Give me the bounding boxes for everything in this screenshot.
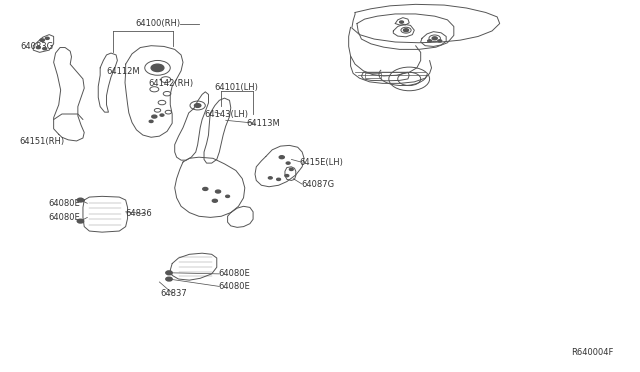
Text: 64112M: 64112M (106, 67, 140, 76)
Text: 64080E: 64080E (218, 269, 250, 278)
Text: 64080E: 64080E (218, 282, 250, 291)
Circle shape (77, 198, 84, 202)
Bar (78, 220, 83, 222)
Text: 64101(LH): 64101(LH) (215, 83, 259, 92)
Circle shape (166, 277, 172, 281)
Circle shape (149, 120, 153, 122)
Circle shape (152, 115, 157, 118)
Text: 64080E: 64080E (48, 213, 79, 222)
Text: 64836: 64836 (125, 209, 152, 218)
Circle shape (77, 219, 84, 223)
Text: R640004F: R640004F (571, 348, 613, 357)
Circle shape (43, 48, 47, 50)
Circle shape (226, 195, 230, 198)
Text: 64837: 64837 (161, 289, 188, 298)
Circle shape (166, 271, 172, 275)
Circle shape (432, 37, 437, 40)
Bar (167, 272, 172, 274)
Circle shape (40, 39, 44, 41)
Circle shape (212, 199, 218, 202)
Circle shape (399, 21, 403, 23)
Circle shape (428, 40, 431, 42)
Circle shape (279, 156, 284, 159)
Text: 64143(LH): 64143(LH) (204, 109, 248, 119)
Circle shape (438, 40, 442, 42)
Circle shape (45, 37, 49, 39)
Circle shape (286, 162, 290, 164)
Circle shape (160, 114, 164, 116)
Text: 64080E: 64080E (48, 199, 79, 208)
Circle shape (289, 168, 293, 170)
Circle shape (403, 29, 408, 32)
Circle shape (276, 178, 280, 180)
Text: 64083G: 64083G (20, 42, 54, 51)
Text: 64142(RH): 64142(RH) (148, 79, 193, 88)
Text: 64100(RH): 64100(RH) (135, 19, 180, 28)
Circle shape (36, 46, 40, 49)
Text: 6415E(LH): 6415E(LH) (300, 157, 344, 167)
Bar (167, 278, 172, 280)
Circle shape (285, 174, 289, 177)
Bar (365, 73, 381, 78)
Bar (78, 199, 83, 201)
Text: 64151(RH): 64151(RH) (19, 137, 65, 146)
Circle shape (203, 187, 208, 190)
Circle shape (195, 104, 201, 108)
Circle shape (216, 190, 221, 193)
Circle shape (268, 177, 272, 179)
Text: 64087G: 64087G (301, 180, 334, 189)
Text: 64113M: 64113M (246, 119, 280, 128)
Circle shape (151, 64, 164, 71)
